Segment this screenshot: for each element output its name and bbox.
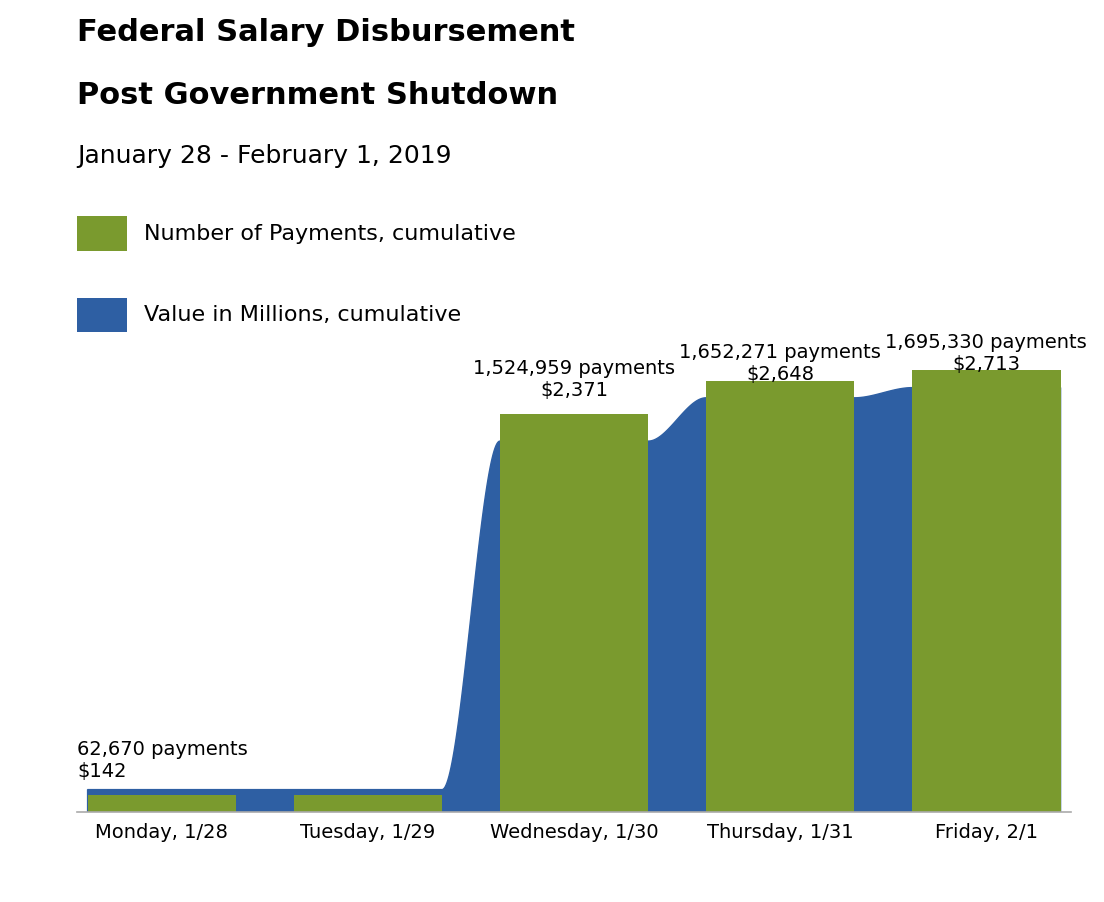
Text: 62,670 payments
$142: 62,670 payments $142 [77,741,248,781]
Bar [707,382,854,812]
Text: Post Government Shutdown: Post Government Shutdown [77,81,559,110]
Text: 1,524,959 payments
$2,371: 1,524,959 payments $2,371 [474,359,675,400]
Bar [87,796,236,812]
Polygon shape [87,388,1061,812]
Text: January 28 - February 1, 2019: January 28 - February 1, 2019 [77,144,452,169]
Bar [294,796,442,812]
Text: Number of Payments, cumulative: Number of Payments, cumulative [144,224,516,244]
Bar [912,370,1061,812]
Text: Federal Salary Disbursement: Federal Salary Disbursement [77,18,575,47]
Text: 1,652,271 payments
$2,648: 1,652,271 payments $2,648 [679,343,881,383]
Text: Value in Millions, cumulative: Value in Millions, cumulative [144,305,460,325]
Bar [500,414,648,812]
Text: 1,695,330 payments
$2,713: 1,695,330 payments $2,713 [885,333,1087,373]
